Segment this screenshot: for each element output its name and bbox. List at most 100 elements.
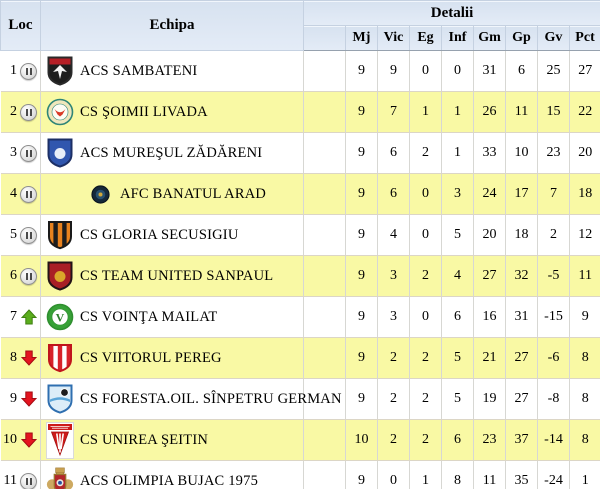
- spacer-cell: [303, 460, 346, 489]
- stat-gv: -15: [537, 296, 570, 338]
- table-row[interactable]: 4 AFC BANATUL ARAD 9 6 0 3 24 17 7 18: [0, 173, 600, 215]
- team-cell[interactable]: CS FORESTA.OIL. SÎNPETRU GERMAN: [40, 378, 341, 420]
- stat-gp: 27: [505, 337, 538, 379]
- team-logo: [46, 343, 74, 373]
- position-cell: 3: [0, 132, 41, 174]
- team-logo: [46, 464, 74, 489]
- team-cell[interactable]: ACS MUREŞUL ZĂDĂRENI: [40, 132, 304, 174]
- stat-eg: 0: [409, 296, 442, 338]
- position-number: 2: [10, 104, 17, 119]
- table-row[interactable]: 11 ACS OLIMPIA BUJAC 1975 9 0 1 8 11 35 -24 1: [0, 460, 600, 489]
- stat-eg: 0: [409, 50, 442, 92]
- stat-vic: 4: [377, 214, 410, 256]
- table-row[interactable]: 7 V CS VOINŢA MAILAT 9 3 0 6 16 31 -15 9: [0, 296, 600, 338]
- stat-gv: -8: [537, 378, 570, 420]
- down-arrow-icon: [20, 432, 37, 449]
- stat-pct: 11: [568, 255, 600, 297]
- stat-mj: 9: [345, 50, 378, 92]
- stat-gv: -5: [537, 255, 570, 297]
- position-number: 4: [10, 186, 17, 201]
- team-cell[interactable]: ACS OLIMPIA BUJAC 1975: [40, 460, 304, 489]
- stat-vic: 2: [377, 419, 410, 461]
- spacer-cell: [303, 296, 346, 338]
- position-cell: 1: [0, 50, 41, 92]
- col-header-gm: Gm: [473, 25, 506, 51]
- team-cell[interactable]: CS TEAM UNITED SANPAUL: [40, 255, 304, 297]
- stat-eg: 0: [409, 173, 442, 215]
- team-cell[interactable]: ACS SAMBATENI: [40, 50, 304, 92]
- stat-pct: 1: [568, 460, 600, 489]
- stat-pct: 12: [568, 214, 600, 256]
- position-cell: 2: [0, 91, 41, 133]
- table-row[interactable]: 9 CS FORESTA.OIL. SÎNPETRU GERMAN 9 2 2 5 19 27…: [0, 378, 600, 420]
- table-row[interactable]: 2 CS ŞOIMII LIVADA 9 7 1 1 26 11 15 22: [0, 91, 600, 133]
- team-name: CS ŞOIMII LIVADA: [80, 103, 208, 120]
- stat-gm: 23: [473, 419, 506, 461]
- position-number: 9: [10, 391, 17, 406]
- team-logo: [86, 184, 114, 204]
- stat-gp: 31: [505, 296, 538, 338]
- stat-gm: 16: [473, 296, 506, 338]
- svg-text:V: V: [56, 311, 65, 325]
- team-logo: [46, 56, 74, 86]
- team-cell[interactable]: AFC BANATUL ARAD: [40, 173, 304, 215]
- stat-inf: 4: [441, 255, 474, 297]
- table-row[interactable]: 8 CS VIITORUL PEREG 9 2 2 5 21 27 -6 8: [0, 337, 600, 379]
- stat-eg: 1: [409, 460, 442, 489]
- pause-icon: [20, 62, 37, 80]
- stat-gp: 32: [505, 255, 538, 297]
- stat-gv: -14: [537, 419, 570, 461]
- team-name: AFC BANATUL ARAD: [120, 185, 267, 202]
- stat-mj: 9: [345, 296, 378, 338]
- stat-gv: 15: [537, 91, 570, 133]
- team-name: CS GLORIA SECUSIGIU: [80, 226, 239, 243]
- table-row[interactable]: 3 ACS MUREŞUL ZĂDĂRENI 9 6 2 1 33 10 23 20: [0, 132, 600, 174]
- team-name: ACS SAMBATENI: [80, 62, 198, 79]
- down-arrow-icon: [20, 391, 37, 408]
- position-number: 10: [3, 432, 17, 447]
- up-arrow-icon: [20, 309, 37, 326]
- stat-gp: 6: [505, 50, 538, 92]
- col-header-detalii: Detalii: [302, 0, 600, 26]
- stat-eg: 2: [409, 378, 442, 420]
- stat-vic: 6: [377, 173, 410, 215]
- stat-mj: 9: [345, 91, 378, 133]
- team-cell[interactable]: CS GLORIA SECUSIGIU: [40, 214, 304, 256]
- down-arrow-icon: [20, 350, 37, 367]
- stat-gm: 27: [473, 255, 506, 297]
- spacer-cell: [303, 337, 346, 379]
- spacer-cell: [303, 255, 346, 297]
- team-name: CS FORESTA.OIL. SÎNPETRU GERMAN: [80, 390, 342, 407]
- stat-inf: 0: [441, 50, 474, 92]
- stat-inf: 8: [441, 460, 474, 489]
- team-name: CS VIITORUL PEREG: [80, 349, 222, 366]
- col-header-echipa: Echipa: [40, 0, 304, 51]
- position-number: 1: [10, 63, 17, 78]
- team-logo: [46, 138, 74, 168]
- position-number: 7: [10, 309, 17, 324]
- spacer-cell: [303, 214, 346, 256]
- table-row[interactable]: 5 CS GLORIA SECUSIGIU 9 4 0 5 20 18 2 12: [0, 214, 600, 256]
- position-number: 11: [3, 473, 17, 488]
- table-row[interactable]: 1 ACS SAMBATENI 9 9 0 0 31 6 25 27: [0, 50, 600, 92]
- table-row[interactable]: 6 CS TEAM UNITED SANPAUL 9 3 2 4 27 32 -5 11: [0, 255, 600, 297]
- stat-gv: 23: [537, 132, 570, 174]
- col-header-vic: Vic: [377, 25, 410, 51]
- stat-vic: 3: [377, 296, 410, 338]
- standings-body: 1 ACS SAMBATENI 9 9 0 0 31 6 25 27 2 CS ŞOIMII LIVA…: [0, 50, 600, 489]
- stat-eg: 1: [409, 91, 442, 133]
- stat-mj: 9: [345, 255, 378, 297]
- team-cell[interactable]: CS UNIREA ŞEITIN: [40, 419, 304, 461]
- team-cell[interactable]: CS VIITORUL PEREG: [40, 337, 304, 379]
- team-cell[interactable]: CS ŞOIMII LIVADA: [40, 91, 304, 133]
- team-cell[interactable]: V CS VOINŢA MAILAT: [40, 296, 304, 338]
- stat-gm: 31: [473, 50, 506, 92]
- table-row[interactable]: 10 CS UNIREA ŞEITIN 10 2 2 6 23 37 -14 8: [0, 419, 600, 461]
- stat-vic: 7: [377, 91, 410, 133]
- stat-eg: 2: [409, 419, 442, 461]
- stat-eg: 2: [409, 255, 442, 297]
- stat-mj: 9: [345, 337, 378, 379]
- stat-eg: 2: [409, 132, 442, 174]
- stat-inf: 6: [441, 296, 474, 338]
